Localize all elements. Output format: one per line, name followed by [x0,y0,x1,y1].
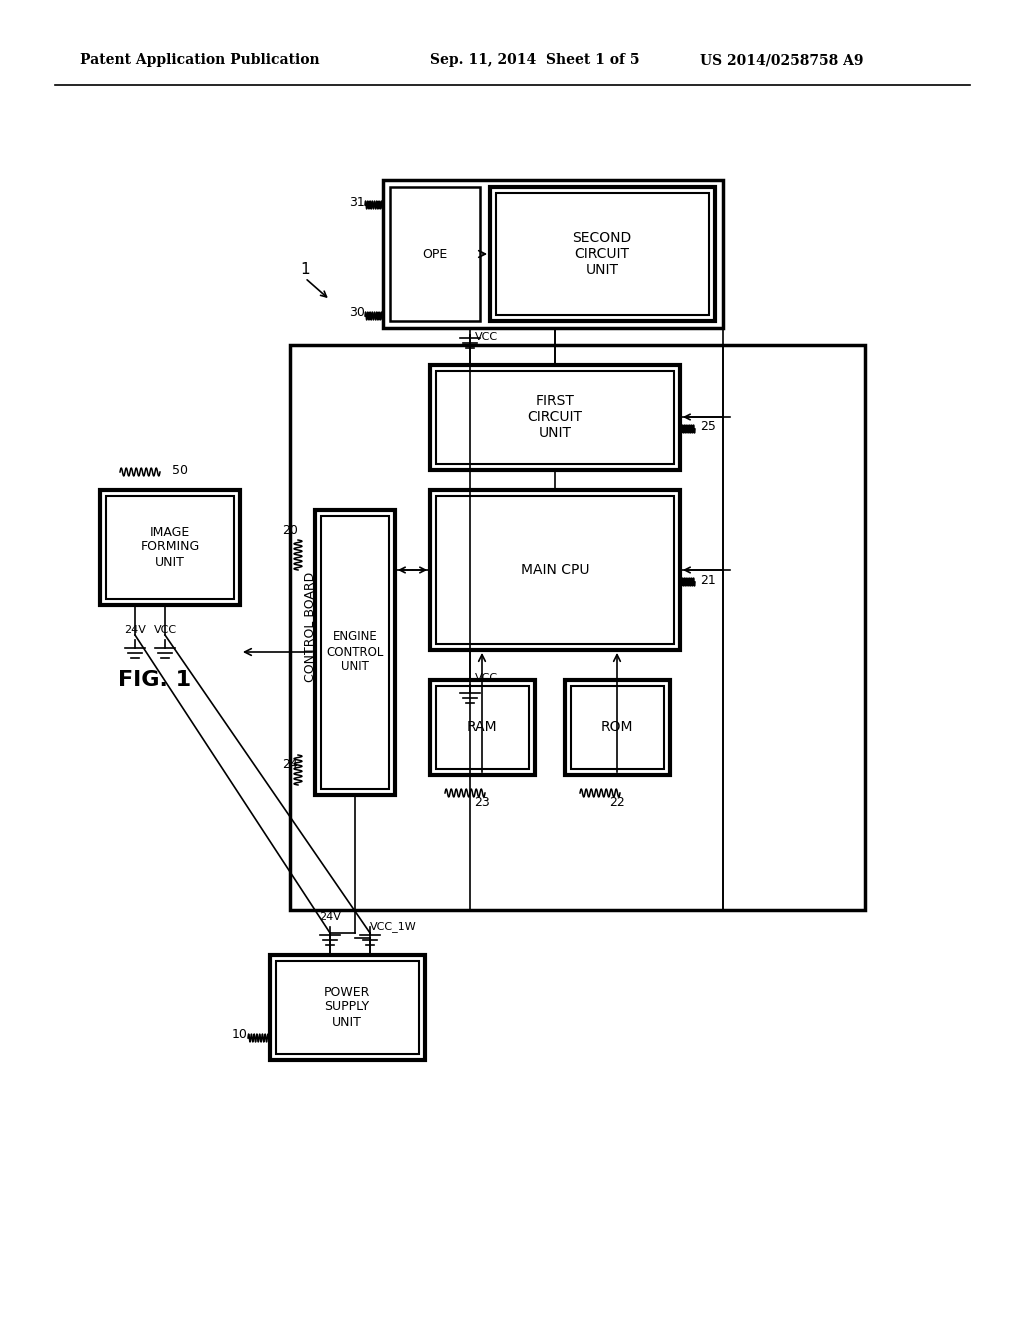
Text: POWER
SUPPLY
UNIT: POWER SUPPLY UNIT [324,986,371,1028]
Text: 20: 20 [283,524,298,536]
Text: SECOND
CIRCUIT
UNIT: SECOND CIRCUIT UNIT [572,231,632,277]
Text: ROM: ROM [601,719,633,734]
Bar [270,954,425,1060]
Bar [106,496,234,599]
Text: 30: 30 [349,306,365,319]
Text: 23: 23 [474,796,489,809]
Bar [430,490,680,649]
Bar [100,490,240,605]
Text: IMAGE
FORMING
UNIT: IMAGE FORMING UNIT [140,525,200,569]
Text: Patent Application Publication: Patent Application Publication [80,53,319,67]
Bar [383,180,723,327]
Bar [571,686,664,770]
Text: 24: 24 [283,759,298,771]
Text: 1: 1 [300,263,310,277]
Bar [430,366,680,470]
Text: VCC: VCC [475,673,498,682]
Text: VCC: VCC [475,333,498,342]
Bar [436,496,674,644]
Text: 31: 31 [349,195,365,209]
Text: ENGINE
CONTROL
UNIT: ENGINE CONTROL UNIT [327,631,384,673]
Text: 24V: 24V [124,624,146,635]
Text: VCC: VCC [154,624,176,635]
Bar [565,680,670,775]
Text: VCC_1W: VCC_1W [370,921,417,932]
Text: 25: 25 [700,421,716,433]
Text: MAIN CPU: MAIN CPU [521,564,589,577]
Bar [436,371,674,465]
Text: 24V: 24V [319,912,341,921]
Text: 22: 22 [609,796,625,809]
Bar [290,345,865,909]
Bar [276,961,419,1053]
Bar [496,193,709,315]
Bar [321,516,389,789]
Text: Sep. 11, 2014  Sheet 1 of 5: Sep. 11, 2014 Sheet 1 of 5 [430,53,640,67]
Text: FIRST
CIRCUIT
UNIT: FIRST CIRCUIT UNIT [527,393,583,440]
Text: 21: 21 [700,573,716,586]
Bar [430,680,535,775]
Text: CONTROL BOARD: CONTROL BOARD [303,572,316,682]
Text: US 2014/0258758 A9: US 2014/0258758 A9 [700,53,863,67]
Text: 10: 10 [232,1028,248,1041]
Text: 50: 50 [172,463,188,477]
Bar [436,686,529,770]
Text: FIG. 1: FIG. 1 [119,671,191,690]
Bar [390,187,480,321]
Bar [315,510,395,795]
Text: RAM: RAM [467,719,498,734]
Bar [490,187,715,321]
Text: OPE: OPE [422,248,447,260]
